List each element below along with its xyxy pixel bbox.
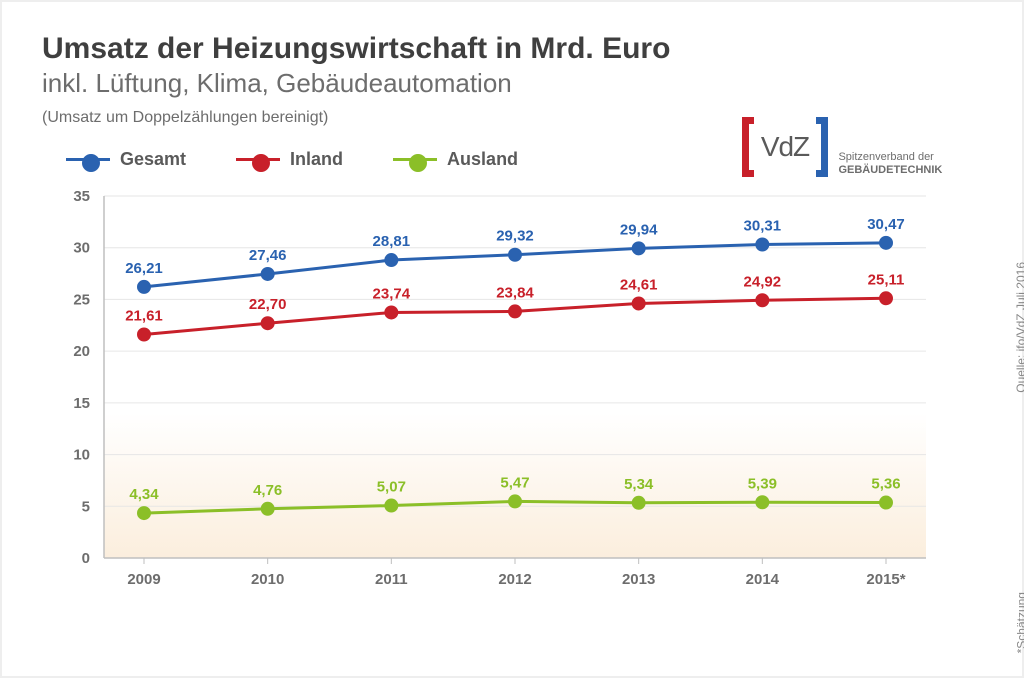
svg-text:26,21: 26,21 (125, 260, 163, 277)
svg-text:30: 30 (73, 240, 90, 257)
chart-subtitle: inkl. Lüftung, Klima, Gebäudeautomation (42, 68, 982, 99)
logo: VdZ Spitzenverband der GEBÄUDETECHNIK (742, 117, 952, 182)
svg-text:21,61: 21,61 (125, 307, 163, 324)
legend-label: Gesamt (120, 149, 186, 170)
svg-text:5,36: 5,36 (871, 476, 900, 493)
svg-text:10: 10 (73, 447, 90, 464)
svg-text:2014: 2014 (746, 571, 780, 588)
svg-text:30,31: 30,31 (744, 218, 782, 235)
svg-text:2015*: 2015* (866, 571, 905, 588)
svg-text:5,47: 5,47 (500, 474, 529, 491)
svg-text:29,32: 29,32 (496, 228, 534, 245)
svg-text:2012: 2012 (498, 571, 531, 588)
logo-bracket-red (742, 117, 754, 177)
svg-text:2010: 2010 (251, 571, 284, 588)
chart-title: Umsatz der Heizungswirtschaft in Mrd. Eu… (42, 32, 982, 66)
logo-bracket-blue (816, 117, 828, 177)
svg-text:23,84: 23,84 (496, 284, 534, 301)
svg-text:28,81: 28,81 (373, 233, 411, 250)
logo-mark: VdZ (742, 117, 828, 177)
chart-area: 0 5 10 15 20 25 30 35 2009 2010 2011 2012 2013 2014 20… (42, 182, 946, 602)
svg-text:35: 35 (73, 188, 90, 205)
svg-text:23,74: 23,74 (373, 285, 411, 302)
svg-text:20: 20 (73, 343, 90, 360)
svg-text:0: 0 (82, 550, 90, 567)
logo-text: VdZ (756, 117, 814, 177)
logo-tagline-1: Spitzenverband der (838, 151, 933, 163)
chart-frame: Umsatz der Heizungswirtschaft in Mrd. Eu… (0, 0, 1024, 678)
svg-text:24,61: 24,61 (620, 276, 658, 293)
source-text: Quelle: ifo/VdZ Juli 2016 (1014, 262, 1024, 393)
svg-text:5,34: 5,34 (624, 476, 654, 493)
svg-text:29,94: 29,94 (620, 221, 658, 238)
legend-item-gesamt: Gesamt (66, 149, 186, 170)
logo-tagline: Spitzenverband der GEBÄUDETECHNIK (838, 151, 942, 183)
svg-text:25: 25 (73, 291, 90, 308)
legend-item-inland: Inland (236, 149, 343, 170)
svg-text:15: 15 (73, 395, 90, 412)
line-chart-svg: 0 5 10 15 20 25 30 35 2009 2010 2011 2012 2013 2014 20… (42, 182, 946, 602)
svg-text:2011: 2011 (375, 571, 408, 588)
svg-text:2009: 2009 (127, 571, 160, 588)
svg-text:22,70: 22,70 (249, 296, 287, 313)
svg-text:5,39: 5,39 (748, 475, 777, 492)
svg-text:24,92: 24,92 (744, 273, 782, 290)
svg-text:27,46: 27,46 (249, 247, 287, 264)
logo-tagline-2: GEBÄUDETECHNIK (838, 164, 942, 176)
legend-label: Ausland (447, 149, 518, 170)
svg-text:5: 5 (82, 498, 90, 515)
legend-item-ausland: Ausland (393, 149, 518, 170)
svg-text:2013: 2013 (622, 571, 655, 588)
legend-label: Inland (290, 149, 343, 170)
svg-text:25,11: 25,11 (868, 271, 905, 288)
estimate-footnote: *Schätzung (1014, 592, 1024, 653)
svg-text:4,34: 4,34 (129, 486, 159, 503)
svg-text:4,76: 4,76 (253, 482, 282, 499)
svg-text:30,47: 30,47 (867, 216, 905, 233)
svg-text:5,07: 5,07 (377, 479, 406, 496)
